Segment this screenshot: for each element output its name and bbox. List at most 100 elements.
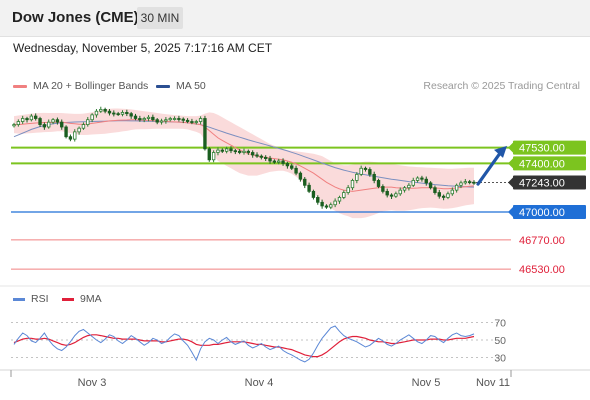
- candle-body: [450, 189, 454, 195]
- candle-body: [298, 172, 303, 180]
- level-label-text: 47400.00: [519, 158, 565, 170]
- candle-body: [86, 119, 90, 125]
- x-tick-label: Nov 5: [412, 377, 441, 389]
- candle-body: [467, 181, 472, 184]
- candle-body: [177, 118, 181, 120]
- candle-body: [389, 194, 394, 197]
- candle-body: [359, 167, 363, 175]
- candle-body: [290, 165, 294, 169]
- candle-body: [381, 186, 385, 192]
- level-label-pointer: [508, 158, 513, 169]
- candle-body: [324, 205, 329, 208]
- candle-body: [398, 189, 402, 195]
- candle-body: [368, 169, 372, 175]
- x-tick-label: Nov 3: [78, 377, 107, 389]
- ma20-swatch: [13, 84, 27, 88]
- candle-body: [29, 115, 34, 121]
- candle-body: [376, 180, 381, 187]
- candle-body: [454, 184, 459, 191]
- candle-body: [38, 118, 42, 125]
- candle-body: [246, 150, 251, 153]
- forecast-arrow-head: [494, 145, 507, 158]
- candle-body: [415, 177, 420, 181]
- candle-body: [250, 152, 255, 156]
- candle-body: [20, 118, 25, 122]
- credit-text: Research © 2025 Trading Central: [423, 80, 580, 92]
- candle-body: [60, 121, 64, 128]
- candle-body: [237, 150, 242, 153]
- candle-body: [407, 184, 411, 189]
- candle-body: [207, 148, 211, 161]
- rsi-tick-label: 50: [494, 335, 506, 347]
- report-datetime: Wednesday, November 5, 2025 7:17:16 AM C…: [13, 41, 273, 55]
- candle-body: [459, 182, 463, 186]
- candle-body: [220, 149, 224, 152]
- candle-body: [198, 118, 203, 122]
- candle-body: [411, 180, 415, 186]
- candle-body: [385, 190, 389, 196]
- level-label-pointer: [508, 177, 513, 188]
- candle-body: [99, 108, 103, 112]
- candle-body: [12, 124, 16, 127]
- candle-body: [142, 118, 146, 121]
- candle-body: [329, 204, 333, 208]
- candle-body: [120, 112, 125, 115]
- x-tick-label: Nov 4: [245, 377, 274, 389]
- candle-body: [281, 160, 285, 164]
- candle-body: [216, 149, 220, 153]
- candle-body: [155, 119, 159, 123]
- forecast-arrow-shaft: [476, 150, 503, 186]
- candle-body: [151, 116, 155, 121]
- candle-body: [68, 136, 73, 140]
- candle-body: [320, 201, 324, 207]
- candle-body: [224, 148, 229, 152]
- candle-body: [203, 118, 207, 150]
- candle-body: [420, 177, 424, 180]
- candle-body: [133, 115, 138, 119]
- rsi-ma9-line: [13, 334, 475, 358]
- candle-body: [303, 178, 307, 186]
- rsi-tick-label: 30: [494, 353, 506, 365]
- candle-body: [77, 127, 81, 133]
- timeframe-badge[interactable]: 30 MIN: [137, 7, 183, 29]
- ma20-legend-label: MA 20 + Bollinger Bands: [33, 80, 149, 92]
- candle-body: [311, 190, 316, 198]
- candle-body: [51, 119, 55, 123]
- candle-body: [333, 200, 337, 206]
- x-tick-label: Nov 11: [476, 377, 510, 389]
- candle-body: [125, 112, 129, 115]
- ma50-line: [13, 120, 475, 188]
- candle-body: [463, 181, 468, 184]
- candle-body: [103, 108, 107, 112]
- candle-body: [112, 112, 116, 115]
- level-label-text: 47000.00: [519, 207, 565, 219]
- rsi-tick-label: 70: [494, 318, 506, 330]
- candle-body: [285, 163, 290, 167]
- instrument-title: Dow Jones (CME): [12, 9, 139, 26]
- candle-body: [307, 184, 311, 192]
- level-label-pointer: [508, 142, 513, 153]
- candle-body: [441, 195, 446, 198]
- level-label-text: 47243.00: [519, 177, 565, 189]
- level-label-text: 46770.00: [519, 235, 565, 247]
- candle-body: [107, 110, 112, 114]
- candle-body: [146, 116, 151, 119]
- candle-body: [363, 167, 368, 170]
- ma50-swatch: [156, 84, 170, 88]
- candle-body: [350, 180, 355, 189]
- candle-body: [355, 173, 359, 181]
- candle-body: [316, 197, 320, 203]
- level-label-pointer: [508, 207, 513, 217]
- candle-body: [159, 120, 164, 123]
- legend-rsi: RSI: [13, 293, 49, 305]
- candle-body: [428, 182, 433, 189]
- candle-body: [229, 148, 233, 152]
- candle-body: [424, 178, 428, 184]
- candle-body: [129, 113, 133, 117]
- candle-body: [211, 152, 216, 161]
- candle-body: [277, 160, 281, 163]
- rsi-legend-label: RSI: [31, 293, 49, 305]
- level-label-bg-support: [513, 205, 586, 219]
- candle-body: [190, 121, 194, 123]
